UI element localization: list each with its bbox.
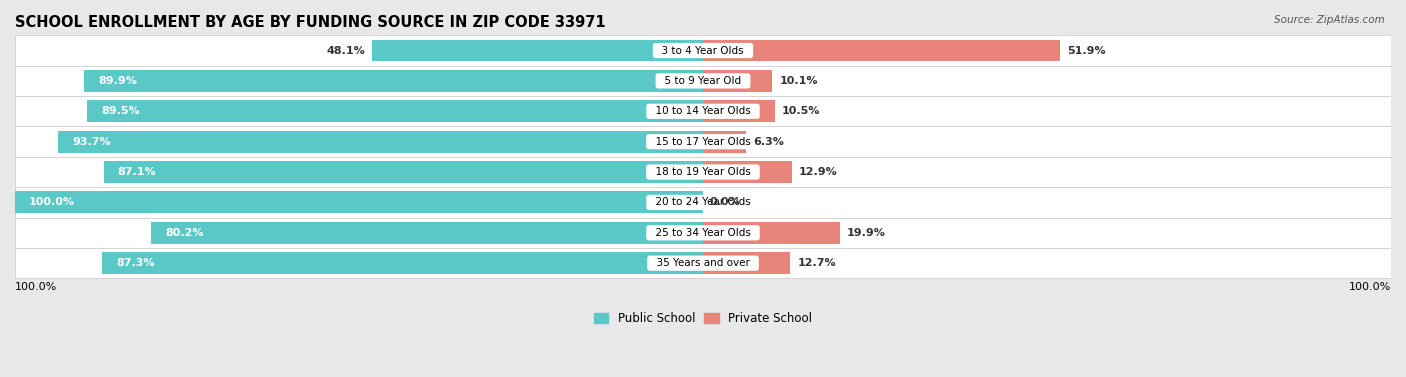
Text: 20 to 24 Year Olds: 20 to 24 Year Olds (650, 198, 756, 207)
Text: 89.9%: 89.9% (98, 76, 138, 86)
Text: 100.0%: 100.0% (1348, 282, 1391, 292)
Text: Source: ZipAtlas.com: Source: ZipAtlas.com (1274, 15, 1385, 25)
Bar (703, 252, 790, 274)
Text: 10.5%: 10.5% (782, 106, 821, 116)
Text: 6.3%: 6.3% (754, 137, 785, 147)
Text: 25 to 34 Year Olds: 25 to 34 Year Olds (648, 228, 758, 238)
Bar (703, 131, 747, 153)
Bar (104, 161, 703, 183)
Bar (15, 248, 1391, 278)
Bar (703, 222, 839, 244)
Text: 12.7%: 12.7% (797, 258, 837, 268)
Bar (15, 126, 1391, 157)
Text: SCHOOL ENROLLMENT BY AGE BY FUNDING SOURCE IN ZIP CODE 33971: SCHOOL ENROLLMENT BY AGE BY FUNDING SOUR… (15, 15, 606, 30)
Text: 12.9%: 12.9% (799, 167, 838, 177)
Text: 18 to 19 Year Olds: 18 to 19 Year Olds (648, 167, 758, 177)
Legend: Public School, Private School: Public School, Private School (589, 307, 817, 329)
Text: 51.9%: 51.9% (1067, 46, 1105, 55)
Bar (703, 161, 792, 183)
Bar (373, 40, 703, 61)
Text: 89.5%: 89.5% (101, 106, 139, 116)
Bar (103, 252, 703, 274)
Text: 80.2%: 80.2% (165, 228, 204, 238)
Text: 5 to 9 Year Old: 5 to 9 Year Old (658, 76, 748, 86)
Bar (703, 70, 772, 92)
Text: 48.1%: 48.1% (326, 46, 366, 55)
Text: 15 to 17 Year Olds: 15 to 17 Year Olds (648, 137, 758, 147)
Bar (87, 100, 703, 122)
Text: 100.0%: 100.0% (28, 198, 75, 207)
Bar (703, 40, 1060, 61)
Bar (15, 35, 1391, 66)
Text: 19.9%: 19.9% (846, 228, 886, 238)
Text: 35 Years and over: 35 Years and over (650, 258, 756, 268)
Bar (15, 157, 1391, 187)
Bar (15, 66, 1391, 96)
Bar (15, 218, 1391, 248)
Text: 87.3%: 87.3% (117, 258, 155, 268)
Text: 87.1%: 87.1% (118, 167, 156, 177)
Bar (703, 100, 775, 122)
Text: 0.0%: 0.0% (710, 198, 741, 207)
Bar (84, 70, 703, 92)
Text: 10 to 14 Year Olds: 10 to 14 Year Olds (650, 106, 756, 116)
Bar (15, 192, 703, 213)
Text: 93.7%: 93.7% (72, 137, 111, 147)
Bar (15, 96, 1391, 126)
Bar (58, 131, 703, 153)
Bar (152, 222, 703, 244)
Text: 10.1%: 10.1% (779, 76, 818, 86)
Bar (15, 187, 1391, 218)
Text: 100.0%: 100.0% (15, 282, 58, 292)
Text: 3 to 4 Year Olds: 3 to 4 Year Olds (655, 46, 751, 55)
